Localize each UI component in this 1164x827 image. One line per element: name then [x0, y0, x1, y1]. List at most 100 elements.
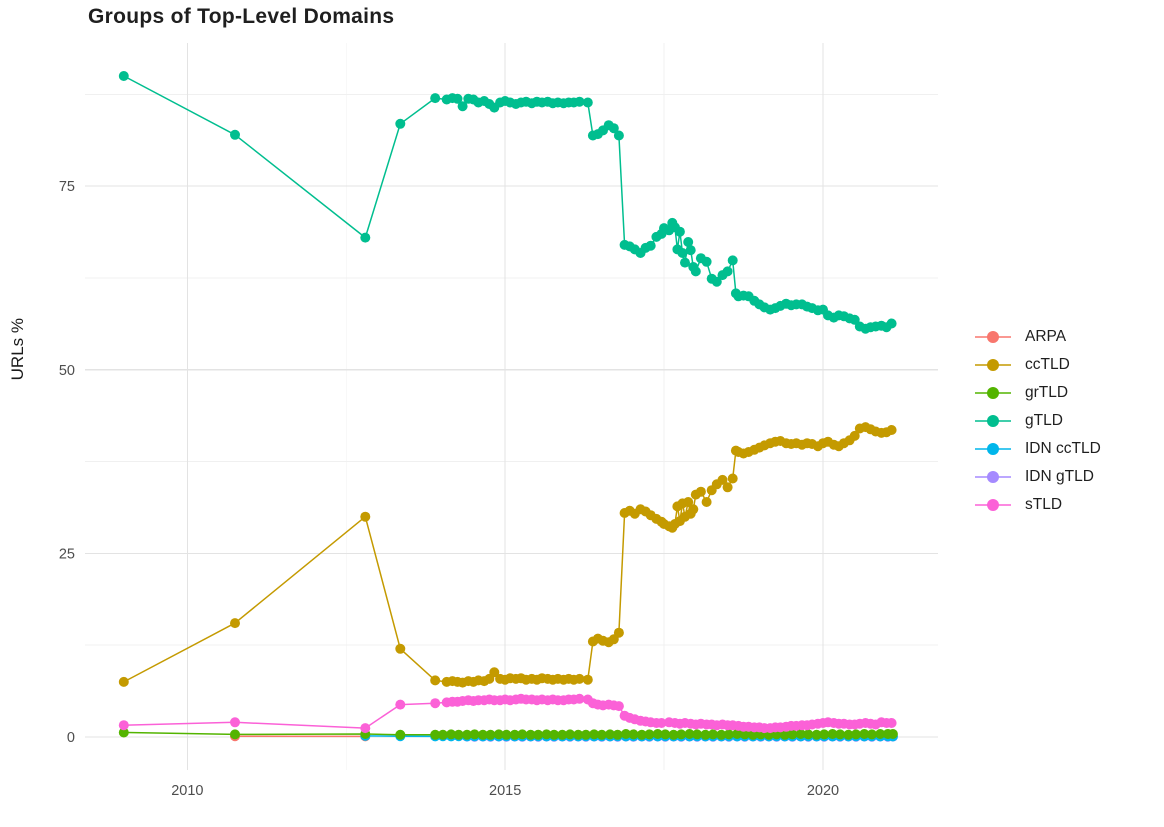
data-point-grtld — [596, 729, 607, 740]
legend-key-icon-arpa — [975, 331, 1011, 343]
data-point-gtld — [645, 240, 656, 251]
x-tick-label-2015: 2015 — [489, 783, 521, 799]
data-point-grtld — [819, 729, 830, 740]
legend-item-stld: sTLD — [975, 491, 1101, 519]
data-point-grtld — [612, 729, 623, 740]
legend-label-grtld: grTLD — [1025, 384, 1069, 401]
data-point-grtld — [716, 729, 727, 740]
data-point-cctld — [230, 618, 240, 629]
data-point-grtld — [684, 729, 695, 739]
data-point-grtld — [732, 729, 743, 739]
data-point-cctld — [695, 486, 706, 497]
data-point-grtld — [437, 729, 448, 740]
legend-item-idn-gtld: IDN gTLD — [975, 463, 1101, 491]
data-point-grtld — [485, 729, 496, 740]
legend-label-arpa: ARPA — [1025, 328, 1067, 345]
data-point-grtld — [859, 729, 870, 739]
data-point-gtld — [701, 256, 712, 267]
data-point-stld — [118, 720, 129, 731]
data-point-stld — [574, 693, 585, 704]
legend-item-arpa: ARPA — [975, 323, 1101, 351]
x-tick-label-2020: 2020 — [807, 783, 839, 799]
data-point-grtld — [708, 729, 718, 740]
legend-item-cctld: ccTLD — [975, 351, 1101, 379]
legend-key-icon-gtld — [975, 415, 1011, 427]
data-point-gtld — [727, 255, 738, 266]
data-point-cctld — [582, 674, 593, 685]
data-point-grtld — [533, 729, 544, 740]
data-point-cctld — [489, 667, 500, 678]
chart-title: Groups of Top-Level Domains — [88, 5, 395, 28]
data-point-stld — [613, 701, 624, 712]
data-point-grtld — [827, 729, 838, 739]
data-point-grtld — [866, 729, 877, 740]
legend-label-idn-cctld: IDN ccTLD — [1025, 440, 1101, 457]
data-point-grtld — [779, 729, 790, 740]
y-tick-label-75: 75 — [59, 179, 75, 195]
data-point-stld — [656, 718, 667, 728]
y-tick-label-50: 50 — [59, 363, 75, 379]
legend-label-cctld: ccTLD — [1025, 356, 1070, 373]
legend-dot-icon — [987, 443, 999, 455]
y-tick-label-0: 0 — [67, 730, 75, 746]
data-point-gtld — [360, 232, 371, 243]
data-point-cctld — [701, 497, 712, 507]
data-point-grtld — [118, 727, 129, 738]
data-point-gtld — [457, 101, 468, 112]
data-point-cctld — [360, 511, 371, 522]
data-point-grtld — [652, 729, 663, 739]
data-point-grtld — [469, 729, 480, 740]
legend-item-gtld: gTLD — [975, 407, 1101, 435]
data-point-cctld — [118, 676, 129, 687]
legend-key-icon-stld — [975, 499, 1011, 511]
data-point-gtld — [690, 266, 701, 277]
data-point-cctld — [722, 482, 733, 493]
data-point-stld — [430, 698, 441, 709]
data-point-grtld — [462, 729, 472, 740]
legend: ARPA ccTLD grTLD gTLD IDN ccTLD IDN gTLD sTLD — [975, 323, 1101, 519]
data-point-gtld — [608, 123, 619, 134]
data-point-grtld — [589, 729, 600, 740]
series-cctld — [118, 422, 897, 688]
legend-label-stld: sTLD — [1025, 496, 1063, 513]
legend-label-gtld: gTLD — [1025, 412, 1063, 429]
data-point-grtld — [525, 729, 536, 740]
data-point-grtld — [676, 729, 687, 740]
data-point-grtld — [580, 729, 591, 740]
legend-dot-icon — [987, 331, 999, 343]
data-point-grtld — [851, 729, 861, 740]
data-point-gtld — [680, 257, 690, 268]
data-point-grtld — [565, 729, 575, 740]
data-point-grtld — [549, 729, 560, 740]
data-point-gtld — [574, 96, 585, 107]
data-point-cctld — [717, 474, 728, 485]
x-tick-label-2010: 2010 — [171, 783, 203, 799]
data-point-grtld — [477, 729, 488, 740]
data-point-cctld — [727, 473, 738, 484]
data-point-grtld — [230, 729, 240, 740]
data-point-grtld — [811, 729, 822, 740]
legend-key-icon-grtld — [975, 387, 1011, 399]
data-point-grtld — [748, 729, 758, 740]
grid-minor — [85, 43, 938, 770]
data-point-grtld — [493, 729, 504, 740]
series-gtld — [118, 71, 897, 334]
legend-dot-icon — [987, 387, 999, 399]
data-point-grtld — [446, 729, 457, 740]
legend-dot-icon — [987, 499, 999, 511]
data-point-cctld — [849, 430, 860, 441]
legend-dot-icon — [987, 359, 999, 371]
legend-item-grtld: grTLD — [975, 379, 1101, 407]
data-point-cctld — [430, 675, 441, 686]
data-point-grtld — [509, 729, 520, 740]
series-stld — [118, 693, 897, 734]
data-point-gtld — [230, 129, 240, 140]
data-point-grtld — [573, 729, 584, 740]
data-point-stld — [230, 717, 240, 728]
data-point-gtld — [430, 93, 441, 104]
data-point-grtld — [803, 729, 814, 740]
data-point-grtld — [723, 729, 734, 740]
data-point-gtld — [886, 318, 897, 329]
